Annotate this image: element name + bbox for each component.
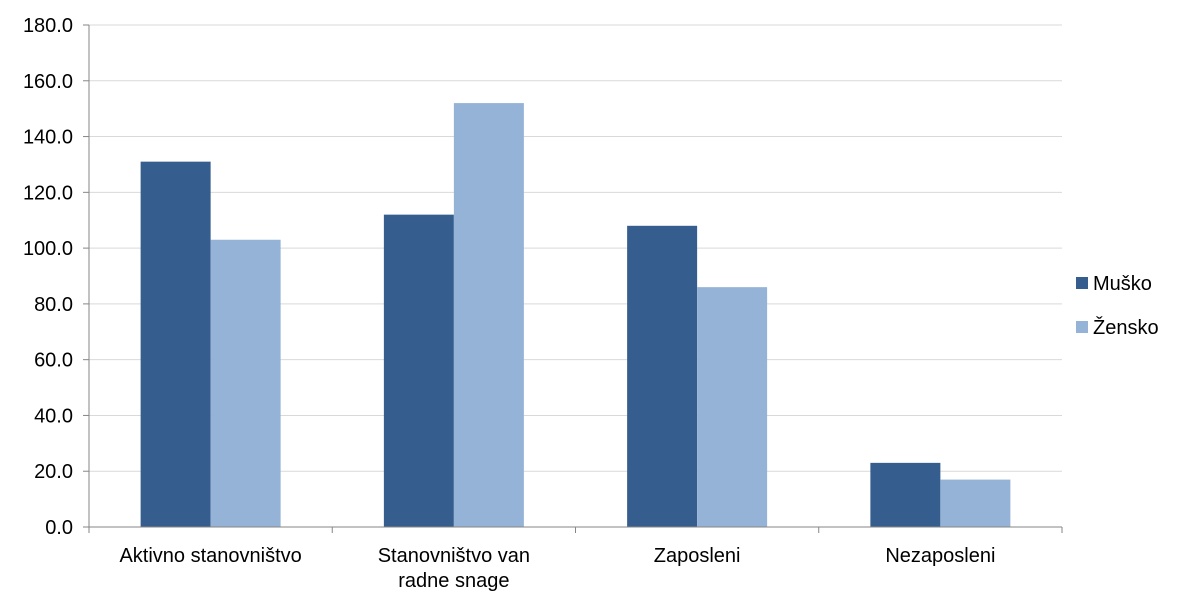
bar [940,479,1011,527]
y-tick-label: 60.0 [34,350,73,372]
x-category-label: radne snage [398,570,509,592]
legend-swatch [1076,277,1088,289]
x-category-label: Nezaposleni [885,545,995,567]
legend: Muško Žensko [1076,273,1159,339]
y-tick-label: 80.0 [34,294,73,316]
bar [383,214,454,527]
bar [453,103,524,527]
legend-label: Muško [1093,273,1152,295]
y-tick-label: 160.0 [23,71,73,93]
y-tick-label: 180.0 [23,15,73,37]
x-category-label: Aktivno stanovništvo [119,545,301,567]
y-tick-label: 20.0 [34,461,73,483]
bar [627,225,698,528]
axes: 0.0 20.0 40.0 60.0 80.0 100.0 120.0 140.0 160.0 1… [23,15,1063,592]
y-tick-label: 0.0 [45,517,73,539]
legend-label: Žensko [1093,316,1159,339]
y-tick-label: 100.0 [23,238,73,260]
bar [140,161,211,527]
bar [210,239,281,527]
bar [870,462,941,527]
bars [140,103,1011,528]
y-tick-label: 140.0 [23,127,73,149]
y-tick-label: 120.0 [23,182,73,204]
bar [697,287,768,527]
x-category-label: Stanovništvo van [378,545,530,567]
x-category-label: Zaposleni [654,545,741,567]
y-tick-label: 40.0 [34,405,73,427]
legend-swatch [1076,321,1088,333]
